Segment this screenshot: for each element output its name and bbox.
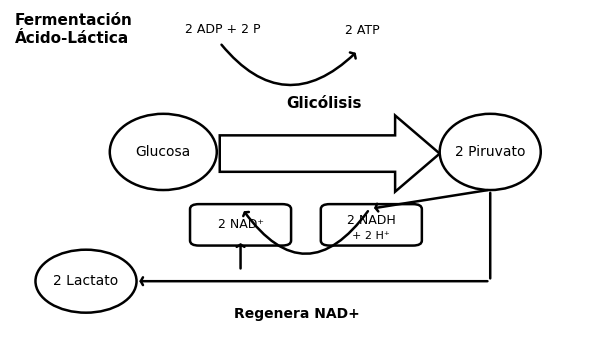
- Text: 2 ATP: 2 ATP: [345, 25, 380, 37]
- Ellipse shape: [440, 114, 541, 190]
- Text: Glucosa: Glucosa: [136, 145, 191, 159]
- Text: Glicólisis: Glicólisis: [286, 96, 362, 111]
- Text: + 2 H⁺: + 2 H⁺: [352, 231, 390, 241]
- FancyBboxPatch shape: [190, 204, 291, 246]
- Text: 2 NAD⁺: 2 NAD⁺: [218, 218, 263, 231]
- Text: 2 ADP + 2 P: 2 ADP + 2 P: [185, 23, 260, 36]
- Text: 2 Piruvato: 2 Piruvato: [455, 145, 526, 159]
- FancyArrow shape: [220, 116, 440, 192]
- Ellipse shape: [35, 250, 137, 313]
- Text: 2 Lactato: 2 Lactato: [53, 274, 119, 288]
- Ellipse shape: [110, 114, 217, 190]
- Text: 2 NADH: 2 NADH: [347, 214, 396, 226]
- Text: Fermentación
Ácido-Láctica: Fermentación Ácido-Láctica: [14, 13, 133, 46]
- Text: Regenera NAD+: Regenera NAD+: [234, 307, 360, 321]
- FancyBboxPatch shape: [321, 204, 422, 246]
